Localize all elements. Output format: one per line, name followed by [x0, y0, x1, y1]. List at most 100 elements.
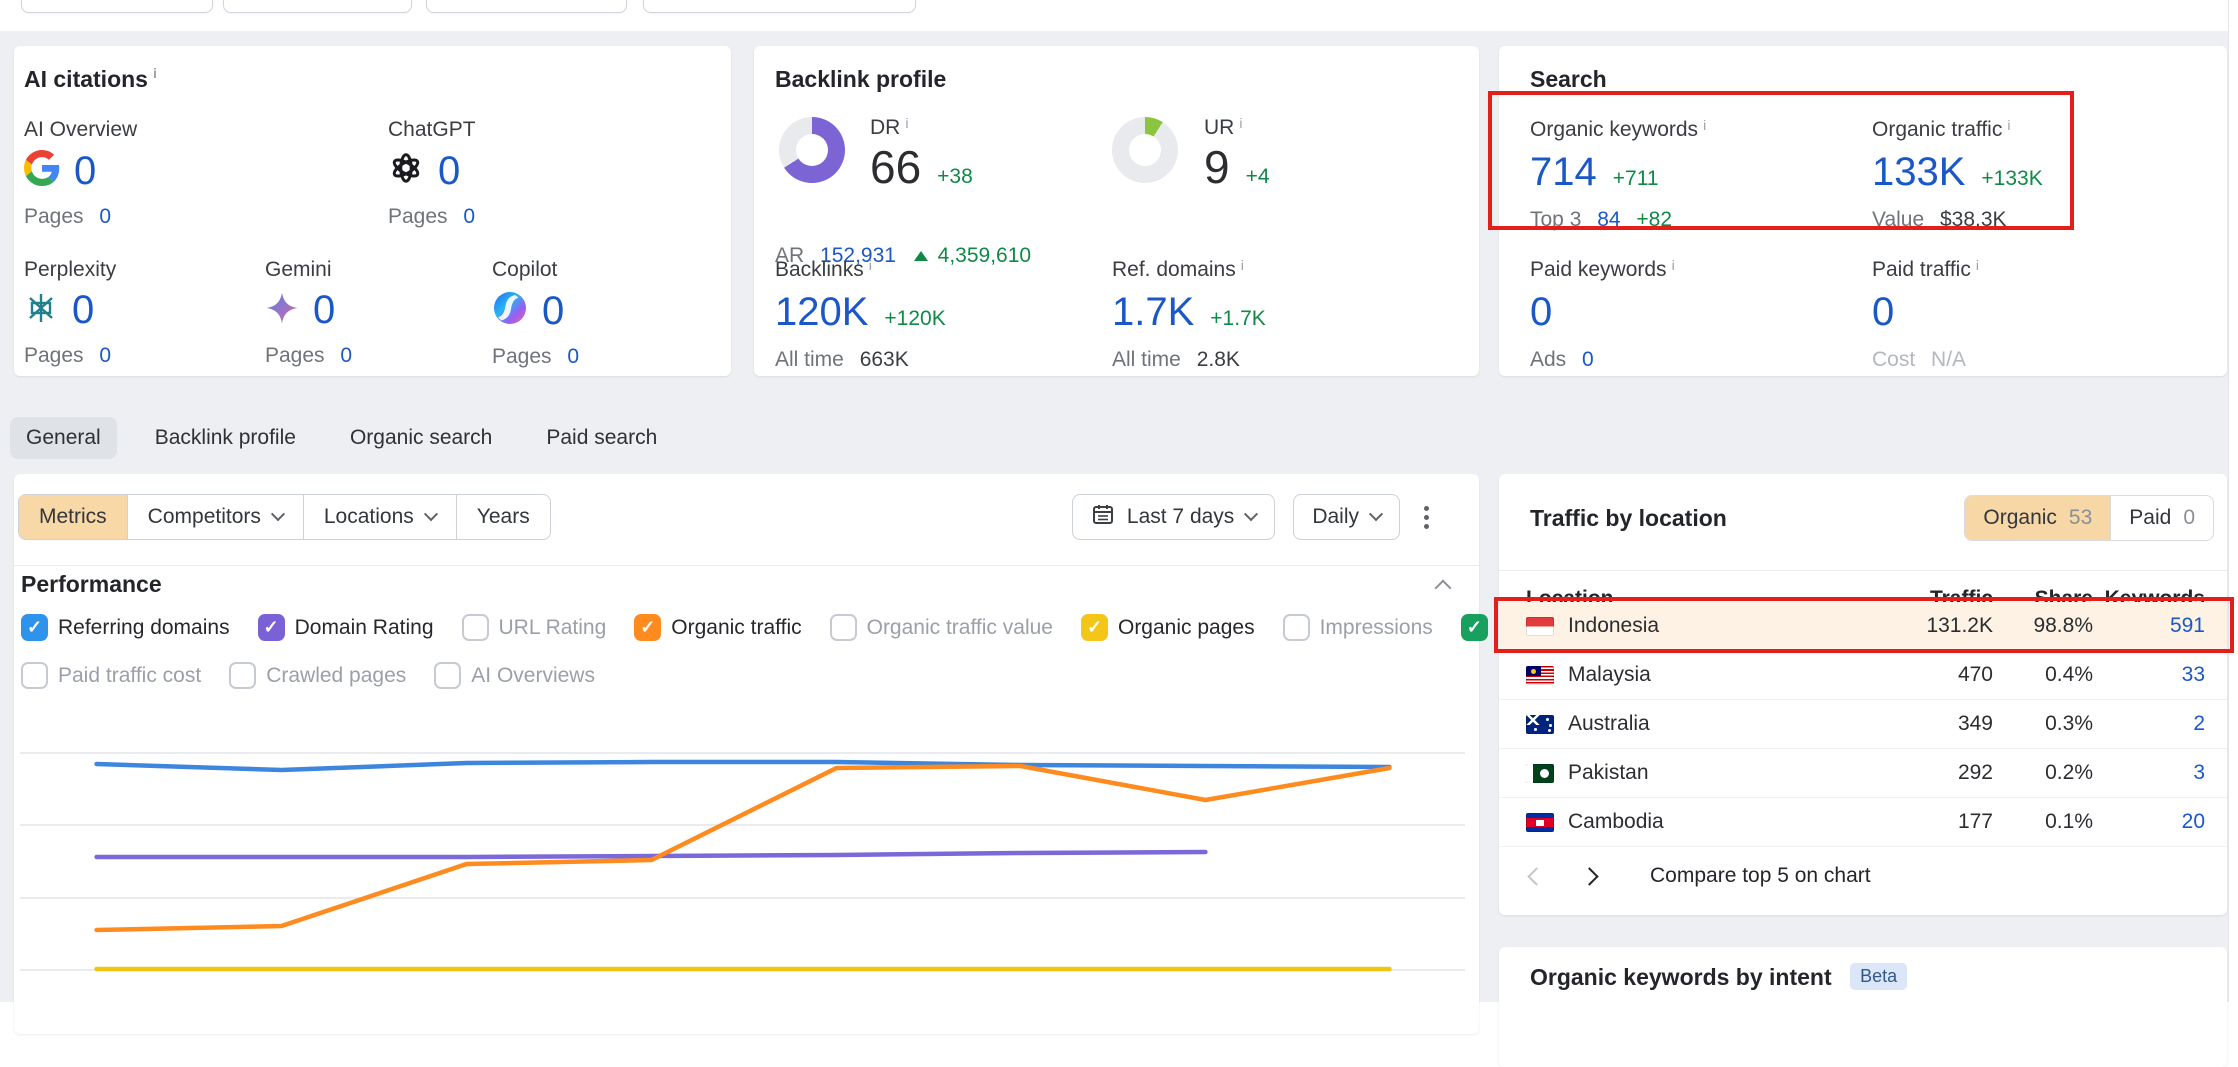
checkbox-referring-domains[interactable]: Referring domains	[21, 614, 230, 641]
ads-value-link[interactable]: 0	[1582, 348, 1594, 371]
compare-top5-link[interactable]: Compare top 5 on chart	[1650, 864, 1871, 887]
copilot-count[interactable]: 0	[542, 288, 565, 333]
perplexity-icon	[24, 291, 58, 330]
checkbox[interactable]	[21, 614, 48, 641]
next-page-chevron-icon[interactable]	[1580, 866, 1599, 886]
tab-organic-search[interactable]: Organic search	[349, 426, 493, 449]
table-row-cambodia[interactable]: Cambodia 177 0.1% 20	[1499, 798, 2227, 847]
ur-delta: +4	[1245, 165, 1270, 188]
checkbox[interactable]	[634, 614, 662, 641]
info-icon[interactable]	[1672, 258, 1675, 272]
checkbox-url-rating[interactable]: URL Rating	[461, 614, 606, 641]
locations-dropdown[interactable]: Locations	[304, 495, 457, 539]
pages-link[interactable]: 0	[99, 205, 112, 228]
pakistan-flag	[1526, 763, 1554, 783]
chevron-down-icon	[423, 507, 438, 522]
info-icon[interactable]	[1241, 258, 1244, 272]
toolbar-input-1[interactable]	[21, 0, 213, 13]
performance-chart[interactable]	[20, 700, 1465, 990]
more-options-kebab[interactable]	[1418, 500, 1435, 535]
checkbox-ai-overviews[interactable]: AI Overviews	[434, 662, 595, 689]
info-icon[interactable]	[869, 258, 872, 272]
annotation-rect-indonesia-row	[1494, 597, 2234, 653]
malaysia-flag	[1526, 665, 1554, 685]
info-icon[interactable]	[1976, 258, 1979, 272]
table-row-australia[interactable]: Australia 349 0.3% 2	[1499, 700, 2227, 749]
pages-link[interactable]: 0	[567, 345, 580, 368]
table-row-pakistan[interactable]: Pakistan 292 0.2% 3	[1499, 749, 2227, 798]
paid-keywords-value-link[interactable]: 0	[1530, 290, 1553, 334]
years-button[interactable]: Years	[476, 505, 530, 528]
date-range-dropdown[interactable]: Last 7 days	[1071, 494, 1276, 540]
pages-link[interactable]: 0	[340, 344, 353, 367]
gemini-count[interactable]: 0	[313, 288, 336, 332]
ai-overview-tile: AI Overview 0 Pages 0	[24, 118, 138, 228]
prev-page-chevron-icon[interactable]	[1527, 866, 1546, 886]
checkbox[interactable]	[1282, 614, 1310, 641]
tab-backlink-profile[interactable]: Backlink profile	[154, 426, 296, 449]
keywords-link[interactable]: 591	[2169, 614, 2205, 637]
metrics-button[interactable]: Metrics	[19, 495, 128, 539]
backlinks-value-link[interactable]: 120K	[775, 290, 869, 334]
keywords-link[interactable]: 33	[2181, 663, 2205, 686]
toolbar-input-2[interactable]	[223, 0, 412, 13]
ai-overview-count[interactable]: 0	[74, 148, 97, 193]
table-row-indonesia[interactable]: Indonesia 131.2K 98.8% 591	[1499, 602, 2227, 651]
organic-keywords-value-link[interactable]: 714	[1530, 150, 1597, 194]
chevron-down-icon	[1244, 507, 1259, 522]
divider	[1499, 570, 2227, 571]
paid-traffic-value-link[interactable]: 0	[1872, 290, 1895, 334]
paid-traffic-metric: Paid traffic 0 Cost N/A	[1872, 258, 1979, 372]
tab-general[interactable]: General	[10, 417, 117, 459]
pages-link[interactable]: 0	[463, 205, 476, 228]
backlink-profile-card: Backlink profile DR 66 +38 AR 152,931 4,…	[754, 46, 1479, 376]
checkbox[interactable]	[229, 662, 257, 689]
organic-traffic-metric: Organic traffic 133K +133K Value $38.3K	[1872, 118, 2043, 232]
checkbox-crawled-pages[interactable]: Crawled pages	[229, 662, 406, 689]
info-icon[interactable]	[905, 116, 908, 130]
top3-value-link[interactable]: 84	[1597, 208, 1621, 231]
checkbox-organic-traffic-value[interactable]: Organic traffic value	[829, 614, 1053, 641]
info-icon[interactable]	[1239, 116, 1242, 130]
gemini-tile: Gemini 0 Pages 0	[265, 258, 353, 367]
perplexity-count[interactable]: 0	[72, 288, 95, 332]
checkbox[interactable]	[434, 662, 462, 689]
divider	[14, 565, 1479, 566]
keywords-link[interactable]: 3	[2193, 761, 2205, 784]
checkbox-impressions[interactable]: Impressions	[1282, 614, 1433, 641]
checkbox[interactable]	[1080, 614, 1108, 641]
pages-link[interactable]: 0	[99, 344, 112, 367]
checkbox-paid-traffic-cost[interactable]: Paid traffic cost	[21, 662, 201, 689]
backlinks-delta: +120K	[884, 307, 946, 330]
checkbox[interactable]	[257, 614, 285, 641]
checkbox-organic-pages[interactable]: Organic pages	[1080, 614, 1255, 641]
competitors-dropdown[interactable]: Competitors	[128, 495, 304, 539]
collapse-chevron-icon[interactable]	[1434, 579, 1452, 597]
backlink-profile-title: Backlink profile	[775, 66, 947, 92]
toggle-paid[interactable]: Paid 0	[2110, 496, 2213, 540]
chatgpt-tile: ChatGPT 0 Pages 0	[388, 118, 476, 228]
top3-delta: +82	[1636, 208, 1673, 231]
checkbox[interactable]	[1460, 614, 1488, 641]
tab-paid-search[interactable]: Paid search	[546, 426, 658, 449]
chatgpt-icon	[388, 150, 424, 191]
info-icon[interactable]	[153, 66, 157, 80]
checkbox[interactable]	[461, 614, 489, 641]
checkbox[interactable]	[21, 662, 48, 689]
keywords-link[interactable]: 2	[2193, 712, 2205, 735]
chatgpt-count[interactable]: 0	[438, 148, 461, 193]
table-row-malaysia[interactable]: Malaysia 470 0.4% 33	[1499, 651, 2227, 700]
ar-value-link[interactable]: 152,931	[820, 244, 896, 267]
checkbox-domain-rating[interactable]: Domain Rating	[257, 614, 434, 641]
checkbox-organic-traffic[interactable]: Organic traffic	[634, 614, 802, 641]
organic-traffic-value-link[interactable]: 133K	[1872, 150, 1966, 194]
toolbar-input-4[interactable]	[643, 0, 916, 13]
ur-value: 9	[1204, 141, 1230, 193]
granularity-dropdown[interactable]: Daily	[1293, 494, 1400, 540]
ref-domains-value-link[interactable]: 1.7K	[1112, 290, 1195, 334]
cambodia-flag	[1526, 812, 1554, 832]
checkbox[interactable]	[829, 614, 857, 641]
toggle-organic[interactable]: Organic 53	[1965, 496, 2111, 540]
keywords-link[interactable]: 20	[2181, 810, 2205, 833]
toolbar-input-3[interactable]	[426, 0, 627, 13]
